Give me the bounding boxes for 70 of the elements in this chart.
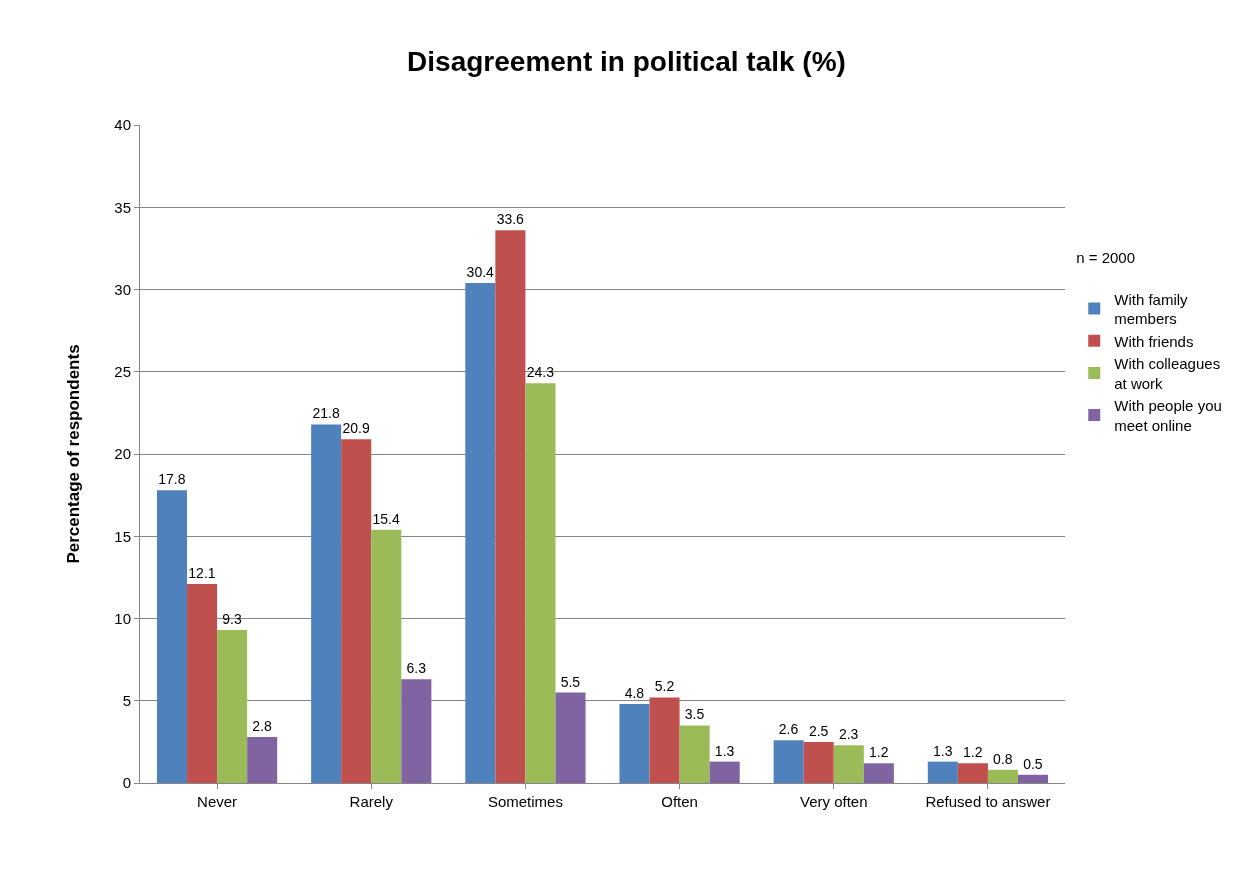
data-label: 1.3 [932,742,953,759]
legend-label: With people you meet online [1114,397,1222,434]
bar [833,745,864,783]
data-label: 30.4 [466,263,495,280]
bar [957,763,988,783]
data-label: 2.6 [778,721,799,738]
data-label: 9.3 [222,611,242,628]
y-tick-label: 10 [114,609,131,627]
bar [987,769,1018,783]
bar [341,439,372,783]
bar [401,679,432,783]
y-tick-label: 20 [114,445,131,463]
data-label: 3.5 [684,706,705,723]
x-tick-label: Often [661,793,698,810]
bar [773,740,804,783]
data-label: 1.3 [714,742,735,759]
bar [1017,774,1049,783]
data-label: 5.2 [654,678,675,695]
bar [465,282,496,783]
bar [679,725,710,783]
data-label: 2.8 [252,717,273,734]
x-tick-label: Never [197,793,238,810]
data-label: 5.5 [560,673,581,690]
legend-label: With colleagues at work [1114,355,1221,392]
y-tick-label: 30 [114,280,131,298]
data-label: 15.4 [372,510,401,527]
y-axis-title: Percentage of respondents [63,344,83,564]
data-label: 20.9 [342,420,370,437]
data-label: 12.1 [188,564,216,581]
bar [187,583,218,783]
x-tick-label: Sometimes [487,793,563,810]
data-label: 0.5 [1023,755,1043,772]
bar [555,692,586,783]
bar [247,736,278,783]
data-label: 2.5 [808,722,829,739]
bar [863,763,894,783]
bar [709,761,740,783]
y-tick-label: 35 [114,198,131,216]
data-label: 6.3 [406,660,427,677]
x-tick-label: Rarely [349,793,394,810]
x-tick-label: Refused to answer [925,793,1051,810]
x-tick-label: Very often [799,793,868,810]
bar [156,490,188,783]
bar [311,424,342,783]
data-label: 0.8 [993,750,1013,767]
bar [495,230,526,783]
y-tick-label: 15 [114,527,131,545]
legend-title: n = 2000 [1076,248,1136,266]
chart-title: Disagreement in political talk (%) [407,45,846,77]
data-label: 2.3 [838,726,859,743]
data-label: 21.8 [312,405,340,422]
y-tick-label: 0 [122,774,131,792]
data-label: 24.3 [526,364,555,381]
legend-label: With friends [1114,332,1194,350]
data-label: 1.2 [963,744,983,761]
y-tick-label: 40 [114,116,131,134]
bar [927,761,958,783]
bar [803,741,834,783]
data-label: 33.6 [496,211,525,228]
bar [649,697,680,783]
bar [619,704,650,783]
data-label: 1.2 [869,744,889,761]
data-label: 4.8 [624,685,645,702]
bar [371,529,402,783]
legend-label: With family members [1114,290,1189,328]
bar [217,630,248,783]
bar [525,383,556,783]
y-tick-label: 5 [122,692,131,709]
y-tick-label: 25 [114,363,131,380]
data-label: 17.8 [158,471,186,488]
